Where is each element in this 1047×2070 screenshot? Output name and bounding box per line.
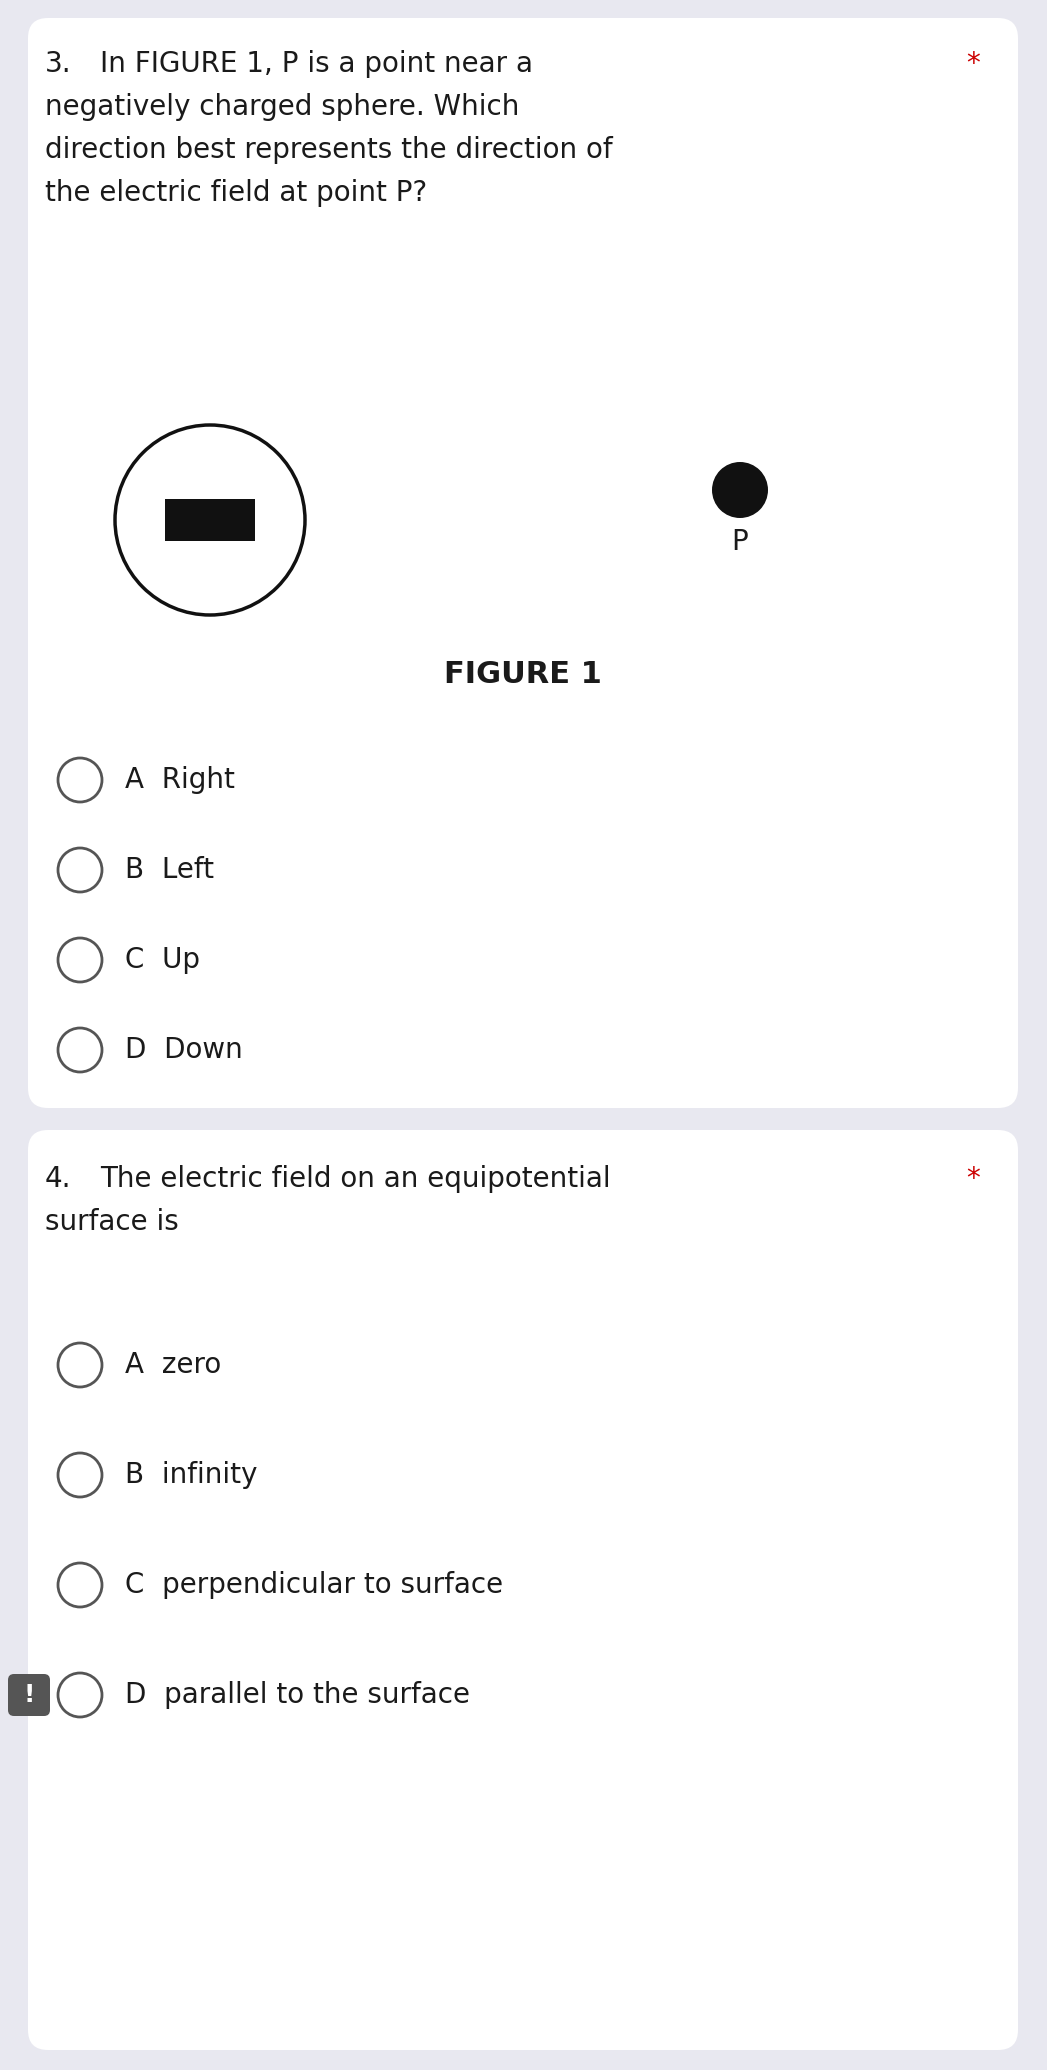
FancyBboxPatch shape (28, 1130, 1018, 2049)
Text: *: * (966, 50, 980, 79)
Circle shape (58, 849, 102, 892)
Circle shape (712, 462, 768, 518)
FancyBboxPatch shape (8, 1675, 50, 1716)
Text: !: ! (23, 1683, 35, 1708)
Circle shape (115, 424, 305, 615)
Text: FIGURE 1: FIGURE 1 (444, 660, 602, 689)
Text: D  Down: D Down (125, 1035, 243, 1064)
Text: B  Left: B Left (125, 857, 214, 884)
FancyBboxPatch shape (28, 19, 1018, 1107)
Circle shape (58, 758, 102, 801)
Text: In FIGURE 1, P is a point near a: In FIGURE 1, P is a point near a (101, 50, 533, 79)
Text: The electric field on an equipotential: The electric field on an equipotential (101, 1165, 610, 1192)
Circle shape (58, 1343, 102, 1387)
Circle shape (58, 1563, 102, 1606)
Text: 3.: 3. (45, 50, 71, 79)
Text: B  infinity: B infinity (125, 1461, 258, 1488)
Text: surface is: surface is (45, 1209, 179, 1236)
Bar (165, 499, 255, 540)
Text: C  Up: C Up (125, 946, 200, 975)
Text: A  zero: A zero (125, 1352, 221, 1379)
Text: *: * (966, 1165, 980, 1192)
Text: A  Right: A Right (125, 766, 235, 795)
Text: the electric field at point P?: the electric field at point P? (45, 178, 427, 207)
Text: P: P (732, 528, 749, 557)
Circle shape (58, 1029, 102, 1072)
Text: D  parallel to the surface: D parallel to the surface (125, 1681, 470, 1710)
Circle shape (58, 1673, 102, 1716)
Text: 4.: 4. (45, 1165, 71, 1192)
Text: direction best represents the direction of: direction best represents the direction … (45, 137, 612, 164)
Text: negatively charged sphere. Which: negatively charged sphere. Which (45, 93, 519, 120)
Text: C  perpendicular to surface: C perpendicular to surface (125, 1571, 504, 1598)
Circle shape (58, 1453, 102, 1497)
Circle shape (58, 938, 102, 981)
